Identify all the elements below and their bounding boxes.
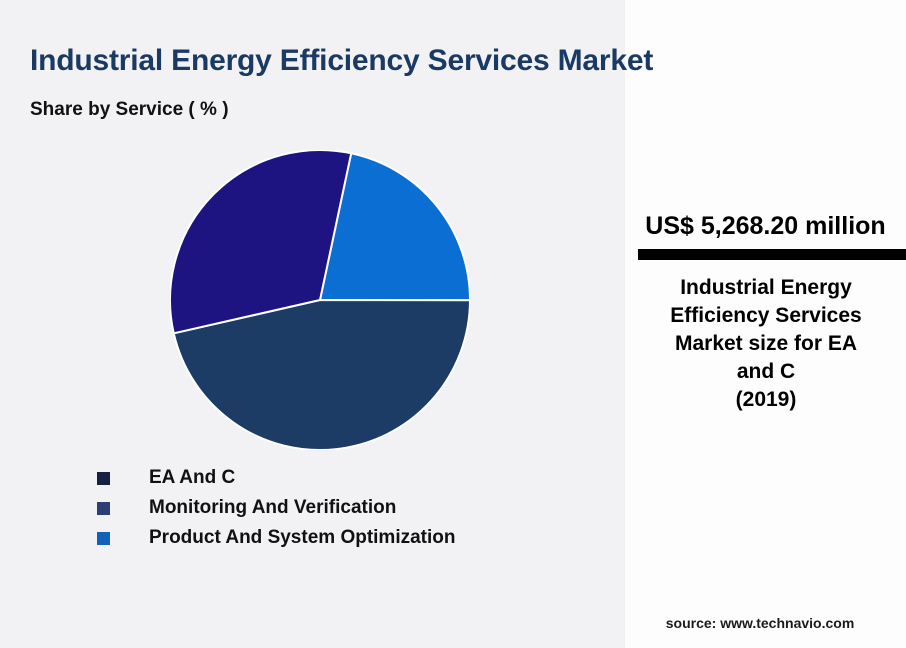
page-subtitle: Share by Service ( % ) xyxy=(30,99,229,120)
page-title: Industrial Energy Efficiency Services Ma… xyxy=(30,44,654,77)
market-size-value: US$ 5,268.20 million xyxy=(645,212,886,240)
pie-slice[interactable] xyxy=(318,152,470,302)
legend-item-ea-and-c[interactable]: EA And C xyxy=(97,463,456,493)
legend-swatch-icon xyxy=(97,531,110,545)
legend-item-label: EA And C xyxy=(149,467,236,488)
caption-line-5: (2019) xyxy=(735,387,797,411)
legend-swatch-icon xyxy=(97,471,110,485)
caption-line-3: Market size for EA xyxy=(674,331,858,355)
market-size-caption: Industrial Energy Efficiency Services Ma… xyxy=(633,274,899,414)
caption-line-1: Industrial Energy xyxy=(680,276,852,299)
legend-item-product-and-system-optimization[interactable]: Product And System Optimization xyxy=(97,523,456,553)
pie-slice[interactable] xyxy=(170,150,353,335)
pie-chart xyxy=(170,150,470,450)
pie-slice[interactable] xyxy=(172,298,470,450)
legend-swatch-icon xyxy=(97,501,110,515)
legend-item-monitoring-and-verification[interactable]: Monitoring And Verification xyxy=(97,493,456,523)
highlight-panel: US$ 5,268.20 million Industrial Energy E… xyxy=(625,0,906,648)
caption-line-2: Efficiency Services xyxy=(670,303,862,327)
legend-item-label: Monitoring And Verification xyxy=(149,497,397,518)
caption-line-4: and C xyxy=(736,359,796,383)
pie-chart-svg xyxy=(170,150,470,450)
chart-legend: EA And C Monitoring And Verification Pro… xyxy=(97,463,456,553)
source-attribution: source: www.technavio.com xyxy=(665,615,855,631)
legend-item-label: Product And System Optimization xyxy=(149,527,456,548)
panel-divider-rule xyxy=(638,249,906,260)
